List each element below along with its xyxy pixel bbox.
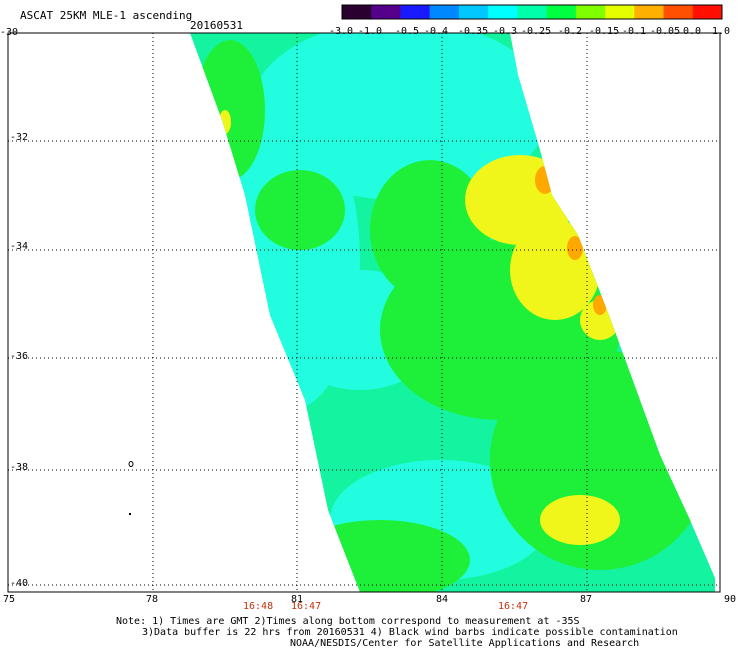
colorbar-segment	[692, 5, 723, 19]
time-label: 16:47	[291, 601, 322, 612]
colorbar-segment	[400, 5, 431, 19]
lat-label: -40	[10, 578, 29, 589]
colorbar-label: 0.0	[683, 26, 702, 37]
product-title: ASCAT 25KM MLE-1 ascending	[20, 9, 193, 22]
colorbar-label: -3.0	[329, 26, 354, 37]
lon-label: 87	[580, 594, 593, 605]
colorbar-segment	[488, 5, 518, 19]
note-line: Note: 1) Times are GMT 2)Times along bot…	[116, 616, 580, 627]
colorbar-segment	[546, 5, 577, 19]
lat-lon-grid	[7, 32, 721, 592]
lon-label: 81	[291, 594, 304, 605]
colorbar-segment	[371, 5, 401, 19]
contamination-marker	[128, 461, 134, 467]
lat-label: -36	[10, 351, 29, 362]
colorbar-label: -0.05	[650, 26, 681, 37]
lat-label: -30	[0, 27, 19, 38]
wind-patch	[593, 295, 607, 315]
lon-label: 84	[436, 594, 449, 605]
contamination-marker	[129, 513, 131, 515]
colorbar-segment	[429, 5, 460, 19]
wind-patch	[370, 160, 490, 300]
note-line: NOAA/NESDIS/Center for Satellite Applica…	[290, 638, 640, 649]
product-date: 20160531	[190, 19, 243, 32]
colorbar-label: -0.5	[395, 26, 420, 37]
colorbar	[341, 4, 723, 20]
colorbar-segment	[605, 5, 635, 19]
time-label: 16:47	[498, 601, 529, 612]
colorbar-label: -0.4	[424, 26, 449, 37]
lon-label: 75	[3, 594, 16, 605]
colorbar-label: -1.0	[358, 26, 383, 37]
lat-label: -32	[10, 132, 29, 143]
colorbar-label: 1.0	[712, 26, 731, 37]
wind-patch	[535, 166, 555, 194]
wind-patch	[219, 110, 231, 134]
time-label: 16:48	[243, 601, 274, 612]
note-line: 3)Data buffer is 22 hrs from 20160531 4)…	[142, 627, 678, 638]
wind-patch	[567, 236, 583, 260]
colorbar-frame	[341, 4, 723, 20]
wind-patch	[540, 495, 620, 545]
lat-label: -38	[10, 462, 29, 473]
colorbar-label: -0.2	[558, 26, 583, 37]
colorbar-segment	[458, 5, 489, 19]
wind-patch	[290, 520, 470, 592]
colorbar-segment	[342, 5, 372, 19]
colorbar-segment	[663, 5, 694, 19]
lon-label: 78	[146, 594, 159, 605]
colorbar-segment	[517, 5, 548, 19]
wind-patch	[255, 170, 345, 250]
colorbar-segment	[575, 5, 606, 19]
colorbar-label: -0.35	[458, 26, 489, 37]
colorbar-label: -0.15	[589, 26, 620, 37]
colorbar-label: -0.1	[622, 26, 647, 37]
lon-label: 90	[724, 594, 737, 605]
lat-label: -34	[10, 241, 29, 252]
wind-patch	[195, 40, 265, 180]
colorbar-label: -0.25	[521, 26, 552, 37]
colorbar-segment	[634, 5, 665, 19]
colorbar-label: -0.3	[493, 26, 518, 37]
